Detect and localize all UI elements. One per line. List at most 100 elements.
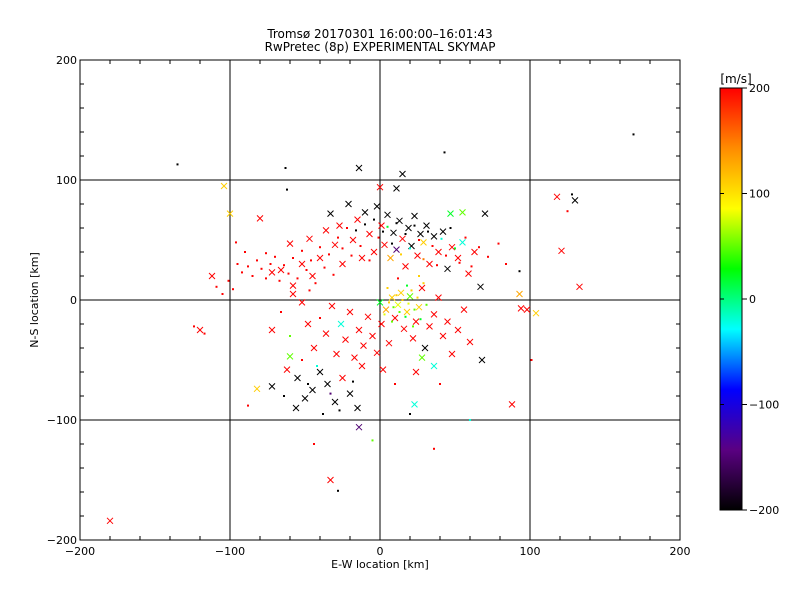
data-point-x <box>339 260 346 268</box>
data-point-x <box>331 241 339 249</box>
data-point-x <box>523 306 531 313</box>
x-axis-label: E-W location [km] <box>331 558 429 571</box>
data-point-x <box>355 423 363 431</box>
data-point-x <box>354 404 361 412</box>
data-point-dot <box>469 419 471 421</box>
data-point-dot <box>341 247 344 250</box>
data-point-dot <box>425 303 428 306</box>
data-point-dot <box>412 325 414 328</box>
data-point-dot <box>431 245 434 247</box>
data-point-x <box>322 330 330 337</box>
data-point-x <box>349 236 357 244</box>
x-tick-label: −200 <box>65 545 95 558</box>
data-point-dot <box>247 404 249 407</box>
data-point-x <box>444 318 451 325</box>
data-point-x <box>517 305 525 312</box>
data-point-dot <box>404 233 407 235</box>
data-point-x <box>393 185 400 192</box>
data-point-dot <box>301 249 303 252</box>
data-point-dot <box>407 302 410 305</box>
data-point-x <box>508 401 516 408</box>
colorbar-tick-label: 0 <box>749 293 756 306</box>
data-point-x <box>333 350 340 358</box>
data-point-dot <box>392 306 395 309</box>
data-point-x <box>435 248 442 256</box>
data-point-x <box>385 339 393 347</box>
data-point-x <box>448 350 456 358</box>
data-point-x <box>553 193 561 201</box>
data-point-dot <box>221 293 224 295</box>
data-point-dot <box>368 259 371 262</box>
data-point-dot <box>269 263 272 265</box>
data-point-x <box>379 366 387 373</box>
data-point-x <box>391 314 399 322</box>
data-point-dot <box>394 383 396 385</box>
data-point-dot <box>422 258 425 261</box>
data-point-dot <box>251 275 254 277</box>
data-point-x <box>298 260 306 268</box>
data-point-dot <box>338 409 341 412</box>
data-point-dot <box>571 193 573 196</box>
data-point-dot <box>391 320 393 323</box>
data-point-x <box>390 229 397 237</box>
data-point-x <box>399 235 406 243</box>
data-point-dot <box>427 230 429 233</box>
data-point-x <box>477 283 484 291</box>
data-point-x <box>358 254 366 262</box>
data-point-x <box>298 299 306 306</box>
data-point-x <box>571 197 579 204</box>
data-point-dot <box>449 227 452 229</box>
data-point-dot <box>400 253 402 256</box>
data-point-dot <box>386 287 389 289</box>
data-point-x <box>360 342 367 349</box>
data-point-x <box>430 233 438 240</box>
data-point-x <box>196 326 204 334</box>
data-point-x <box>373 203 381 210</box>
data-point-dot <box>296 277 299 280</box>
data-point-dot <box>439 383 441 385</box>
y-tick-label: 100 <box>56 174 77 187</box>
x-tick-label: 100 <box>520 545 541 558</box>
data-point-dot <box>478 246 480 249</box>
data-point-dot <box>497 242 500 245</box>
chart-subtitle: RwPretec (8p) EXPERIMENTAL SKYMAP <box>264 40 496 54</box>
data-point-x <box>316 254 324 262</box>
data-point-x <box>384 211 391 219</box>
data-point-dot <box>278 279 281 282</box>
y-tick-label: −200 <box>47 534 77 547</box>
data-point-x <box>289 282 297 289</box>
data-point-dot <box>391 242 393 245</box>
data-point-x <box>423 222 430 229</box>
data-point-x <box>351 354 358 361</box>
x-tick-label: 200 <box>670 545 691 558</box>
data-point-dot <box>265 252 267 255</box>
data-point-x <box>435 294 442 301</box>
colorbar-tick-label: −200 <box>749 504 779 517</box>
data-points <box>106 133 635 525</box>
data-point-dot <box>215 285 218 288</box>
data-point-dot <box>329 392 332 395</box>
data-point-dot <box>416 296 419 299</box>
data-point-x <box>361 209 369 216</box>
y-axis-label: N-S location [km] <box>28 252 41 348</box>
data-point-x <box>354 216 361 223</box>
data-point-dot <box>632 133 635 136</box>
data-point-dot <box>241 271 243 274</box>
data-point-dot <box>286 188 288 191</box>
data-point-dot <box>454 247 456 250</box>
colorbar-tick-label: 100 <box>749 188 770 201</box>
data-point-dot <box>386 225 389 228</box>
data-point-x <box>376 299 384 306</box>
data-point-dot <box>346 227 348 229</box>
data-point-dot <box>433 447 435 450</box>
data-point-x <box>471 248 478 256</box>
data-point-dot <box>176 163 179 166</box>
data-point-dot <box>301 359 303 361</box>
data-point-dot <box>337 236 339 239</box>
data-point-dot <box>313 443 315 445</box>
data-point-dot <box>458 261 461 264</box>
data-point-x <box>532 309 540 317</box>
data-point-dot <box>227 279 230 282</box>
data-point-dot <box>319 246 321 249</box>
data-point-dot <box>265 277 267 280</box>
